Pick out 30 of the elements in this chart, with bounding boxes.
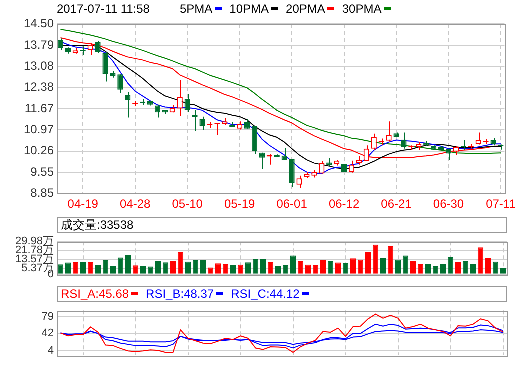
- legend-label: 30PMA: [342, 2, 382, 16]
- legend-label: 20PMA: [286, 2, 326, 16]
- chart-title: 2017-07-11 11:58: [57, 2, 150, 16]
- x-tick-label: 05-19: [224, 197, 256, 212]
- x-tick-label: 06-30: [433, 197, 464, 212]
- x-tick-label: 05-10: [172, 197, 204, 212]
- y-tick-label: 79: [42, 310, 54, 323]
- y-tick-label: 9.55: [30, 164, 54, 179]
- legend-label: 5PMA: [180, 2, 213, 16]
- chart-title: 成交量:33538: [61, 218, 134, 232]
- y-tick-label: 11.67: [24, 101, 54, 116]
- y-tick-label: 12.38: [24, 80, 54, 94]
- y-tick-label: 8.85: [30, 186, 54, 200]
- x-tick-label: 06-21: [381, 197, 412, 212]
- y-tick-label: 13.08: [24, 59, 54, 74]
- x-tick-label: 04-28: [120, 197, 152, 212]
- legend-label: RSI_C:44.12: [231, 287, 300, 301]
- y-tick-label: 10.26: [24, 144, 54, 158]
- legend-label: 10PMA: [230, 2, 270, 16]
- x-tick-label: 04-19: [68, 197, 99, 212]
- x-tick-label: 07-11: [486, 197, 516, 212]
- y-tick-label: 10.97: [24, 122, 54, 136]
- y-tick-label: 42: [42, 328, 54, 340]
- y-tick-label: 14.50: [24, 16, 54, 31]
- y-tick-label: 13.79: [24, 38, 54, 52]
- y-tick-label: 4: [48, 344, 54, 357]
- legend-label: RSI_B:48.37: [146, 287, 214, 301]
- x-tick-label: 06-01: [276, 197, 308, 212]
- x-tick-label: 06-12: [328, 197, 360, 212]
- legend-label: RSI_A:45.68: [61, 287, 130, 301]
